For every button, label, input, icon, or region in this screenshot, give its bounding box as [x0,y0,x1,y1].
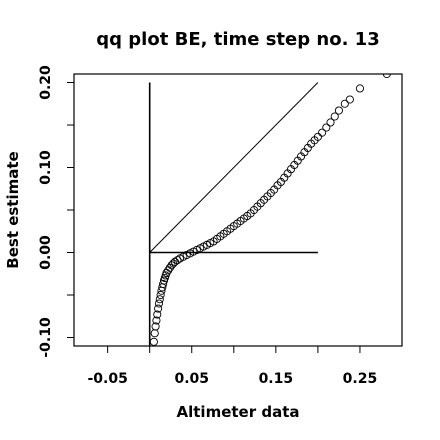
x-tick-label: 0.05 [174,371,209,387]
data-point [322,123,331,132]
data-point [151,322,160,331]
data-point [159,279,168,289]
data-point [355,84,364,93]
plot-frame [73,73,403,347]
data-point [326,118,335,127]
data-point [330,112,339,121]
data-point [153,310,162,319]
y-tick-label: 0.10 [38,150,54,185]
reference-lines [148,82,319,346]
x-axis: -0.05 0.05 0.15 0.25 [87,346,377,387]
x-tick-label: 0.15 [259,371,294,387]
data-points [149,74,391,346]
data-point [149,337,158,346]
data-point [152,316,161,325]
x-tick-label: -0.05 [87,371,127,387]
y-tick-label: -0.10 [38,317,54,358]
data-point [318,128,327,137]
data-point [154,299,163,308]
data-point [156,290,165,300]
data-point [155,295,164,304]
y-axis-label: Best estimate [4,151,22,268]
x-tick-label: 0.25 [343,371,378,387]
data-point [162,268,171,277]
data-point [150,329,159,338]
x-axis-label: Altimeter data [177,403,300,421]
y-axis: -0.10 0.00 0.10 0.20 [38,65,74,358]
y-tick-label: 0.20 [38,65,54,100]
data-point [382,74,391,79]
data-point [313,132,322,141]
data-point [334,106,343,115]
reference-line-identity [149,82,319,253]
y-tick-label: 0.00 [38,235,54,270]
data-point [345,95,354,104]
data-point [340,99,349,108]
data-point [154,304,163,313]
data-point [173,256,182,265]
chart-title: qq plot BE, time step no. 13 [96,29,379,50]
